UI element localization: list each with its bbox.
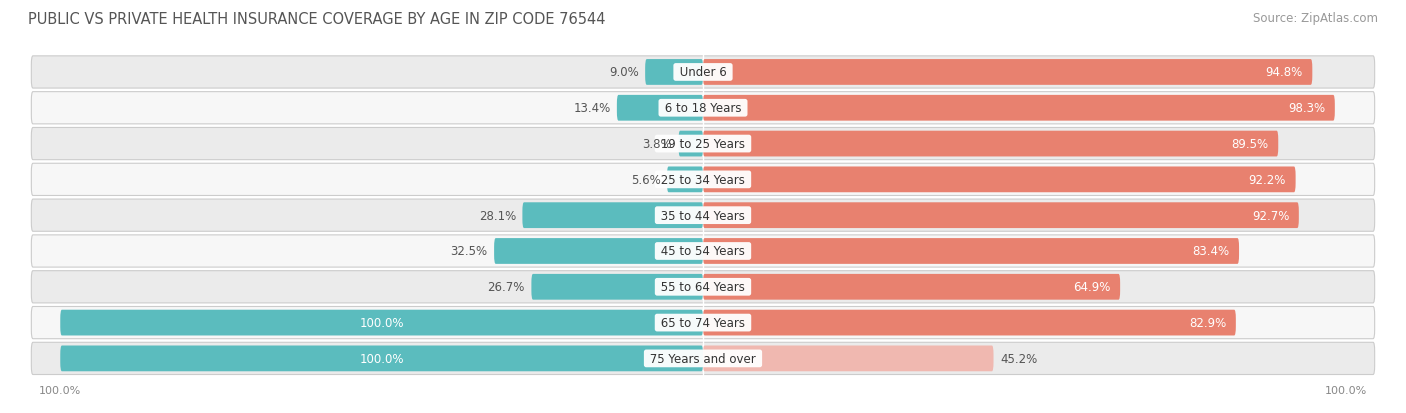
Text: PUBLIC VS PRIVATE HEALTH INSURANCE COVERAGE BY AGE IN ZIP CODE 76544: PUBLIC VS PRIVATE HEALTH INSURANCE COVER… xyxy=(28,12,606,27)
Text: 64.9%: 64.9% xyxy=(1073,280,1111,294)
FancyBboxPatch shape xyxy=(703,96,1334,121)
Text: Source: ZipAtlas.com: Source: ZipAtlas.com xyxy=(1253,12,1378,25)
Text: 3.8%: 3.8% xyxy=(643,138,672,151)
FancyBboxPatch shape xyxy=(703,239,1239,264)
FancyBboxPatch shape xyxy=(31,57,1375,89)
FancyBboxPatch shape xyxy=(703,167,1295,193)
Text: 25 to 34 Years: 25 to 34 Years xyxy=(657,173,749,186)
Text: 83.4%: 83.4% xyxy=(1192,245,1229,258)
FancyBboxPatch shape xyxy=(703,131,1278,157)
Text: 82.9%: 82.9% xyxy=(1189,316,1226,329)
Text: 5.6%: 5.6% xyxy=(631,173,661,186)
FancyBboxPatch shape xyxy=(31,342,1375,375)
Text: 19 to 25 Years: 19 to 25 Years xyxy=(657,138,749,151)
Text: 26.7%: 26.7% xyxy=(488,280,524,294)
Text: 32.5%: 32.5% xyxy=(450,245,488,258)
FancyBboxPatch shape xyxy=(31,235,1375,268)
FancyBboxPatch shape xyxy=(494,239,703,264)
FancyBboxPatch shape xyxy=(679,131,703,157)
FancyBboxPatch shape xyxy=(31,199,1375,232)
FancyBboxPatch shape xyxy=(531,274,703,300)
FancyBboxPatch shape xyxy=(666,167,703,193)
Text: 45 to 54 Years: 45 to 54 Years xyxy=(657,245,749,258)
FancyBboxPatch shape xyxy=(703,310,1236,336)
FancyBboxPatch shape xyxy=(60,346,703,371)
Text: 98.3%: 98.3% xyxy=(1288,102,1326,115)
FancyBboxPatch shape xyxy=(703,203,1299,228)
Text: 6 to 18 Years: 6 to 18 Years xyxy=(661,102,745,115)
Text: 100.0%: 100.0% xyxy=(360,352,404,365)
FancyBboxPatch shape xyxy=(703,60,1312,85)
Text: 75 Years and over: 75 Years and over xyxy=(647,352,759,365)
Text: 89.5%: 89.5% xyxy=(1232,138,1268,151)
Text: Under 6: Under 6 xyxy=(676,66,730,79)
FancyBboxPatch shape xyxy=(617,96,703,121)
Text: 35 to 44 Years: 35 to 44 Years xyxy=(657,209,749,222)
FancyBboxPatch shape xyxy=(703,274,1121,300)
Text: 55 to 64 Years: 55 to 64 Years xyxy=(657,280,749,294)
FancyBboxPatch shape xyxy=(31,307,1375,339)
Text: 9.0%: 9.0% xyxy=(609,66,638,79)
FancyBboxPatch shape xyxy=(31,128,1375,160)
FancyBboxPatch shape xyxy=(645,60,703,85)
Text: 13.4%: 13.4% xyxy=(574,102,610,115)
FancyBboxPatch shape xyxy=(703,346,994,371)
FancyBboxPatch shape xyxy=(60,310,703,336)
Text: 65 to 74 Years: 65 to 74 Years xyxy=(657,316,749,329)
FancyBboxPatch shape xyxy=(523,203,703,228)
Text: 94.8%: 94.8% xyxy=(1265,66,1303,79)
Text: 45.2%: 45.2% xyxy=(1000,352,1038,365)
Text: 28.1%: 28.1% xyxy=(478,209,516,222)
Text: 92.2%: 92.2% xyxy=(1249,173,1286,186)
FancyBboxPatch shape xyxy=(31,164,1375,196)
FancyBboxPatch shape xyxy=(31,93,1375,125)
FancyBboxPatch shape xyxy=(31,271,1375,303)
Text: 100.0%: 100.0% xyxy=(360,316,404,329)
Text: 92.7%: 92.7% xyxy=(1251,209,1289,222)
